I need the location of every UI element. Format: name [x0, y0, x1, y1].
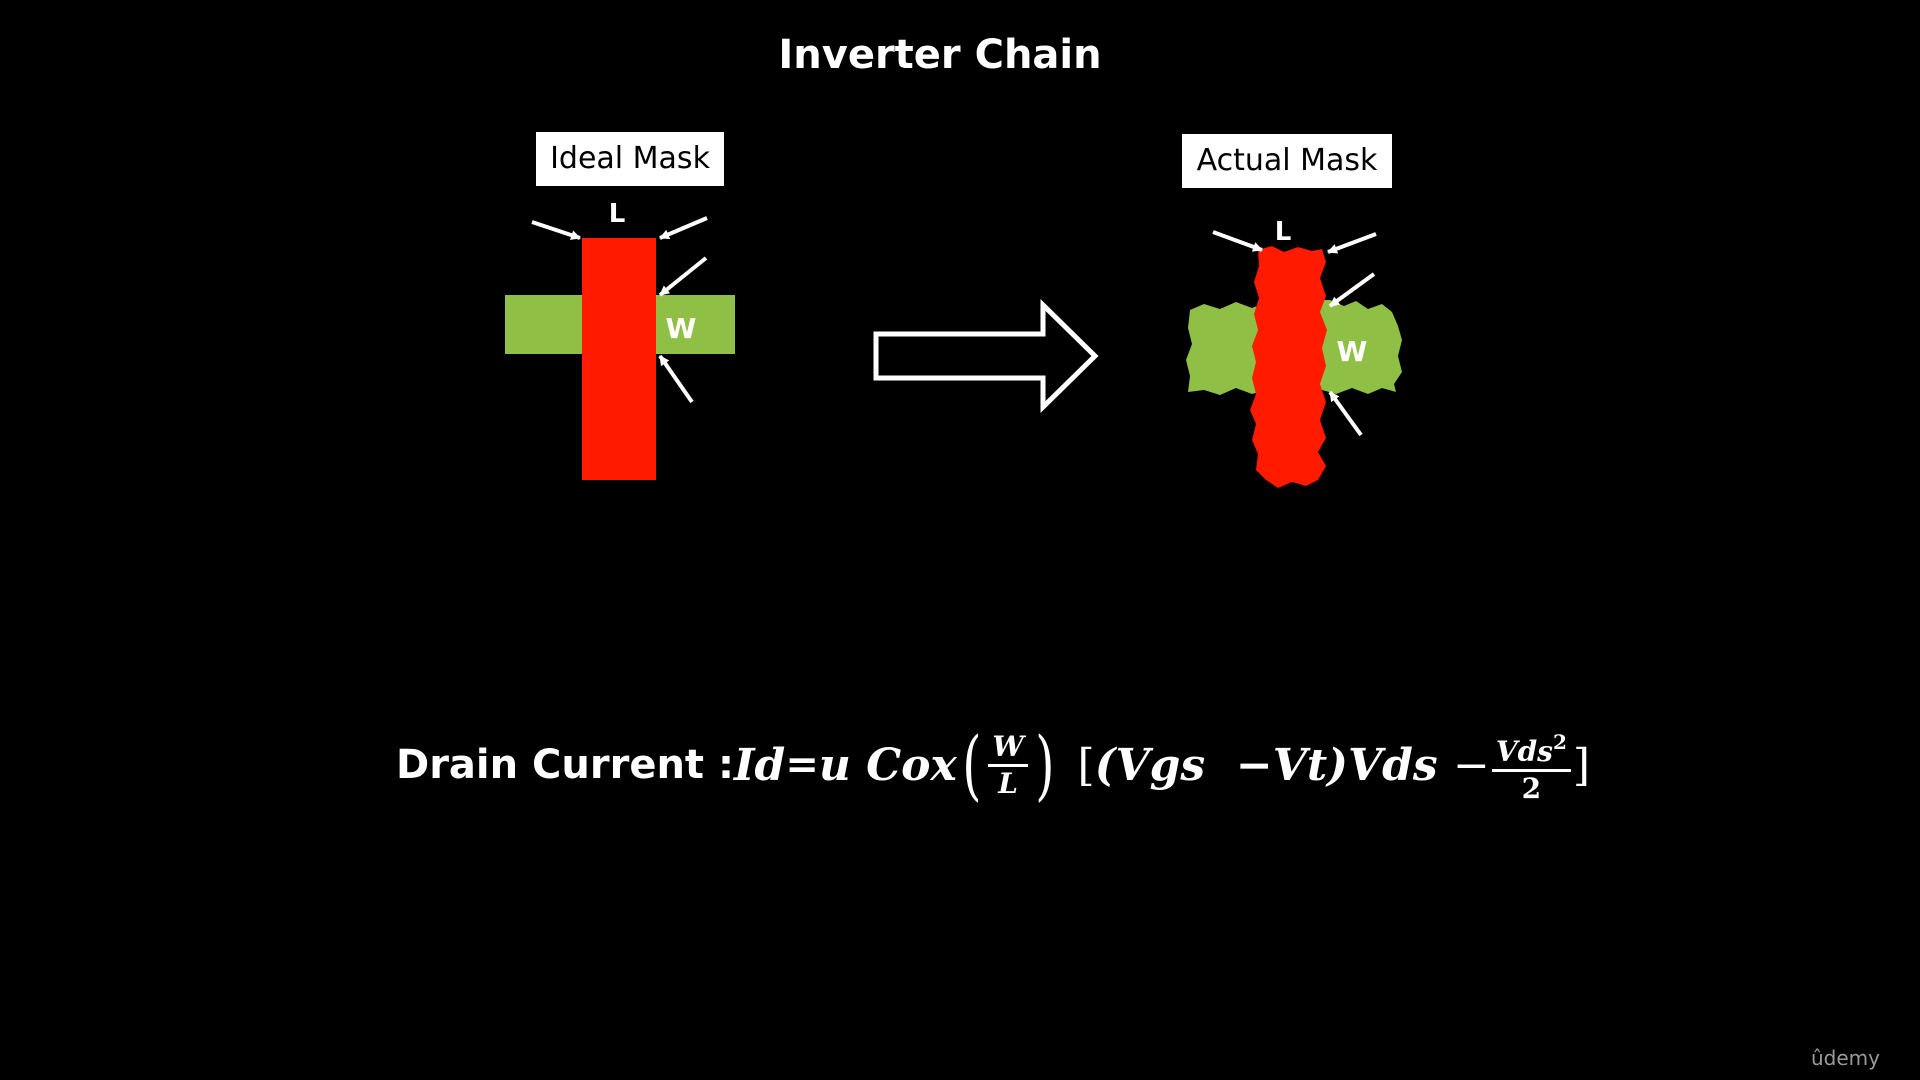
vds-squared-fraction: Vds2 2	[1491, 725, 1571, 806]
equation-prefix: Drain Current :	[396, 742, 734, 788]
ratio-paren-close: )	[1035, 720, 1055, 809]
vds-fraction-numerator: Vds2	[1491, 725, 1571, 772]
udemy-watermark: ûdemy	[1811, 1046, 1880, 1070]
transform-arrow	[873, 299, 1099, 413]
ideal-length-arrow-left	[531, 220, 581, 240]
equation-lhs: Id	[733, 739, 786, 791]
equation-minus: −	[1452, 739, 1490, 791]
bracket-close: ]	[1572, 739, 1591, 791]
actual-width-arrow-bottom	[1328, 390, 1363, 437]
ideal-gate-rect	[582, 238, 656, 480]
ideal-width-arrow-top	[658, 256, 708, 297]
actual-width-arrow-top	[1328, 272, 1376, 308]
actual-width-letter: W	[1337, 335, 1368, 368]
actual-length-arrow-left	[1212, 230, 1263, 252]
actual-mask-label: Actual Mask	[1182, 134, 1392, 188]
w-over-l-fraction: W L	[988, 730, 1028, 801]
vds-fraction-denominator: 2	[1521, 771, 1542, 805]
bracket-open: [	[1077, 739, 1095, 791]
actual-mask-diagram: L W	[1186, 217, 1402, 488]
slide-title: Inverter Chain	[778, 32, 1102, 78]
ratio-paren-open: (	[961, 720, 982, 809]
ideal-mask-diagram: L W	[505, 199, 735, 480]
equation-coefficient: u Cox	[818, 739, 957, 791]
ratio-numerator: W	[988, 730, 1028, 767]
ideal-mask-label: Ideal Mask	[536, 132, 724, 186]
ideal-length-letter: L	[609, 199, 626, 229]
actual-gate-shape	[1250, 246, 1327, 488]
drain-current-equation: Drain Current : Id = u Cox ( W L ) [ (Vg…	[396, 710, 1590, 820]
equation-vds-term: Vds	[1347, 739, 1453, 791]
vds-exponent: 2	[1552, 729, 1567, 754]
equation-equals: =	[785, 742, 819, 788]
equation-paren-term: (Vgs −Vt)	[1094, 739, 1348, 791]
ideal-width-arrow-bottom	[658, 354, 694, 404]
ideal-length-arrow-right	[659, 216, 708, 240]
actual-length-letter: L	[1275, 217, 1292, 247]
ratio-denominator: L	[998, 766, 1018, 800]
ideal-width-letter: W	[666, 312, 697, 345]
actual-length-arrow-right	[1327, 232, 1377, 254]
vds-fraction-numerator-text: Vds	[1495, 734, 1553, 768]
